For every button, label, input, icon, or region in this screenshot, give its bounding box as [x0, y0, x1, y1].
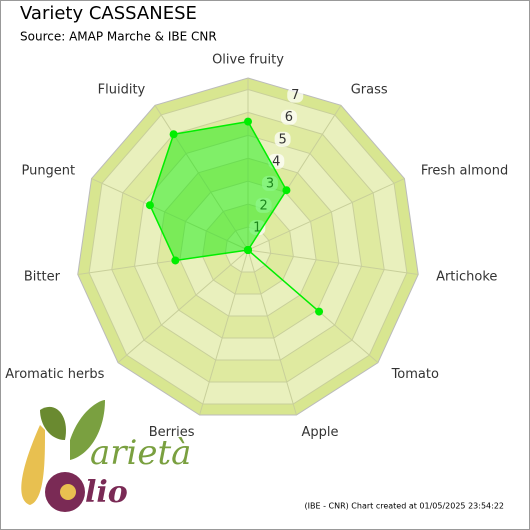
logo-text: lio: [85, 475, 128, 510]
logo-text: arietà: [90, 433, 191, 473]
axis-label: Berries: [149, 425, 195, 440]
spoke: [154, 105, 249, 251]
data-point: [145, 201, 154, 210]
r-tick-label: 6: [285, 110, 293, 125]
axis-label: Grass: [351, 83, 388, 98]
spoke: [247, 178, 405, 251]
axis-label: Bitter: [24, 270, 61, 285]
data-point: [244, 246, 252, 254]
spoke: [117, 249, 249, 364]
credit: (IBE - CNR) Chart created at 01/05/2025 …: [305, 502, 505, 511]
data-point: [169, 130, 178, 139]
r-tick-label: 1: [253, 220, 261, 235]
spoke: [247, 249, 297, 416]
r-tick-label: 4: [272, 154, 280, 169]
axis-label: Pungent: [21, 164, 75, 179]
tick-bg: [280, 109, 297, 125]
axis-label: Aromatic herbs: [5, 367, 104, 382]
axis-label: Fresh almond: [421, 164, 508, 179]
r-tick-label: 5: [278, 132, 286, 147]
tick-bg: [249, 219, 266, 235]
chart-title: Variety CASSANESE: [20, 3, 197, 24]
axis-label: Apple: [302, 425, 339, 440]
data-point: [244, 117, 252, 126]
axis-label: Olive fruity: [212, 53, 284, 68]
data-point: [315, 307, 324, 316]
spoke: [247, 249, 419, 275]
axis-label: Artichoke: [436, 270, 497, 285]
tick-bg: [261, 175, 278, 191]
data-point: [282, 186, 291, 195]
axis-label: Fluidity: [98, 83, 146, 98]
spoke: [91, 178, 249, 251]
tick-bg: [274, 131, 291, 147]
r-tick-label: 3: [266, 176, 274, 191]
spoke: [199, 249, 249, 416]
chart-subtitle: Source: AMAP Marche & IBE CNR: [20, 30, 217, 44]
r-tick-label: 7: [291, 88, 299, 103]
tick-bg: [255, 197, 272, 213]
r-tick-label: 2: [260, 198, 268, 213]
axis-label: Tomato: [391, 367, 439, 382]
tick-bg: [287, 87, 304, 103]
data-point: [171, 256, 180, 265]
plot: [145, 117, 324, 316]
logo: arietà lio: [21, 400, 191, 512]
